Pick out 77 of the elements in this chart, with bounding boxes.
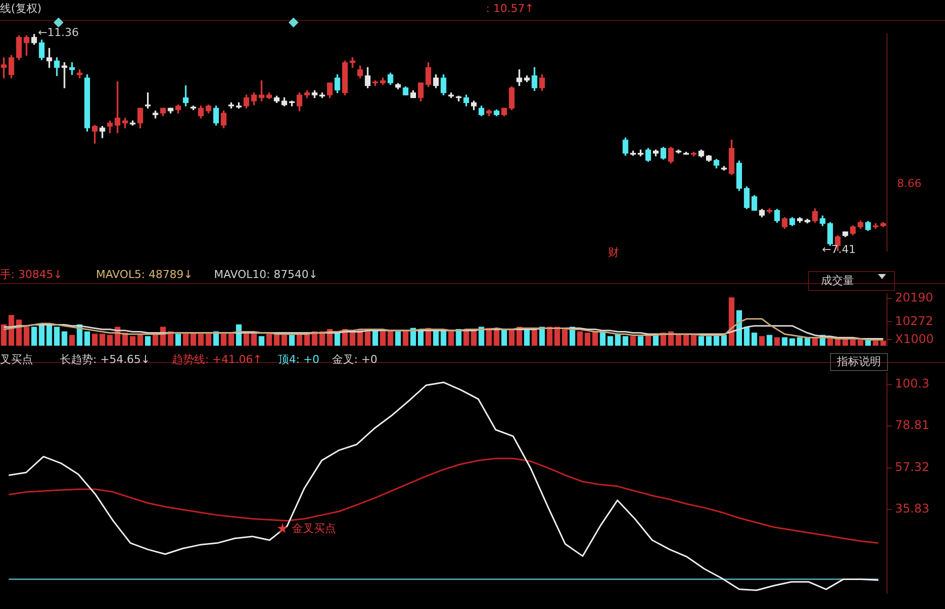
text: 金叉: +0: [332, 353, 378, 367]
bar: [228, 334, 234, 346]
text: MAVOL10: 87540↓: [214, 268, 318, 282]
y-tick-label: X1000: [895, 332, 934, 346]
bar: [683, 334, 689, 346]
bar: [524, 329, 530, 346]
text: 指标说明: [830, 353, 888, 371]
bar: [31, 326, 37, 346]
bar: [508, 329, 515, 346]
bar: [100, 334, 106, 346]
bar: [698, 336, 704, 346]
text: 长趋势: +54.65↓: [60, 353, 150, 367]
text: 叉买点: [0, 353, 33, 367]
text: : 10.57↑: [486, 2, 534, 16]
y-tick-label: 100.3: [895, 376, 930, 390]
text: 8.66: [897, 177, 922, 191]
bar: [206, 334, 212, 346]
bar: [220, 334, 226, 346]
bar: [789, 338, 796, 346]
bar: [69, 334, 75, 346]
bar: [744, 326, 750, 346]
annotation: ←11.36: [38, 26, 79, 40]
text: 线(复权): [0, 2, 42, 16]
bar: [251, 334, 257, 346]
bar: [440, 330, 446, 346]
bar: [92, 334, 98, 346]
y-tick-label: 57.32: [895, 460, 930, 474]
y-tick-label: 10272: [895, 314, 934, 328]
bar: [62, 331, 68, 346]
bar: [796, 337, 803, 346]
text: MAVOL5: 48789↓: [96, 268, 193, 282]
bar: [752, 332, 758, 346]
bar: [175, 334, 181, 346]
annotation: ←7.41: [822, 243, 856, 257]
bar: [258, 336, 264, 346]
bar: [638, 336, 644, 346]
bar: [266, 334, 272, 346]
bar: [198, 334, 204, 346]
bar: [774, 337, 780, 346]
bar: [782, 337, 788, 346]
bar: [630, 336, 636, 346]
bar: [84, 331, 90, 346]
y-tick-label: 35.83: [895, 502, 930, 516]
bar: [402, 331, 408, 346]
bar: [145, 336, 151, 346]
bar: [607, 336, 614, 346]
bar: [539, 326, 545, 346]
annotation: 金叉买点: [292, 522, 336, 536]
bar: [130, 336, 136, 346]
text: 顶4: +0: [278, 353, 320, 367]
bar: [766, 334, 772, 346]
bar: [380, 331, 386, 346]
bar: [395, 331, 401, 346]
bar: [281, 334, 288, 346]
bar: [38, 326, 45, 346]
bar: [622, 336, 628, 346]
bar: [448, 331, 454, 346]
bar: [244, 334, 250, 346]
bar: [388, 330, 394, 346]
bar: [532, 329, 538, 346]
bar: [690, 334, 697, 346]
bar: [858, 340, 864, 346]
text: 趋势线: +41.06↑: [172, 353, 262, 367]
y-tick-label: 78.81: [895, 418, 930, 432]
text: 手: 30845↓: [0, 268, 62, 282]
bar: [289, 334, 295, 346]
bar: [850, 340, 856, 346]
bar: [46, 326, 52, 346]
bar: [54, 326, 60, 346]
bar: [182, 334, 189, 346]
annotation: 财: [608, 246, 619, 260]
bar: [501, 329, 507, 346]
bar: [759, 336, 765, 346]
bar: [827, 338, 833, 346]
y-tick-label: 20190: [895, 290, 934, 305]
bar: [706, 336, 712, 346]
text: 成交量: [808, 271, 895, 291]
